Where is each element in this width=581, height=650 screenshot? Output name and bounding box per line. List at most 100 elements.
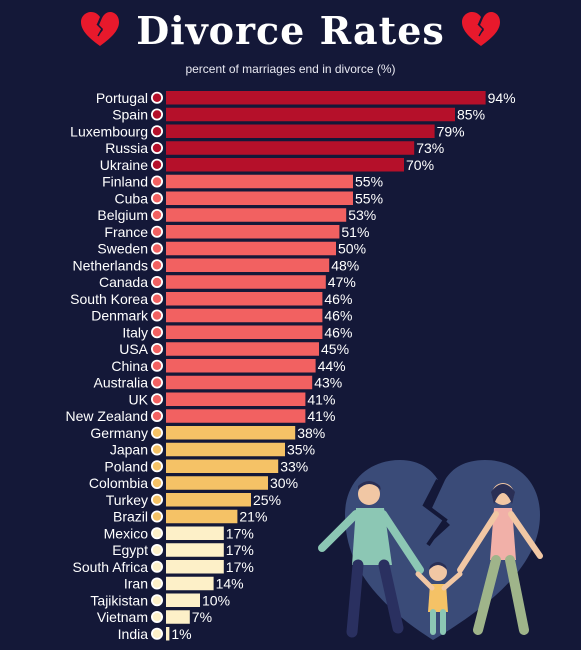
category-label: Luxembourg bbox=[70, 123, 148, 139]
bar bbox=[166, 124, 435, 138]
country-flag-icon-fill bbox=[152, 244, 162, 253]
country-flag-icon-fill bbox=[152, 261, 162, 270]
value-label: 53% bbox=[348, 207, 376, 223]
bar bbox=[166, 426, 296, 440]
value-label: 70% bbox=[406, 157, 434, 173]
value-label: 50% bbox=[338, 241, 366, 257]
category-label: Cuba bbox=[115, 190, 149, 206]
country-flag-icon-fill bbox=[152, 395, 162, 404]
title-row: Divorce Rates bbox=[0, 6, 581, 54]
value-label: 48% bbox=[331, 257, 359, 273]
value-label: 45% bbox=[321, 341, 349, 357]
country-flag-icon-fill bbox=[152, 227, 162, 236]
value-label: 44% bbox=[318, 358, 346, 374]
value-label: 1% bbox=[171, 626, 191, 642]
country-flag-icon-fill bbox=[152, 478, 162, 488]
category-label: Spain bbox=[112, 107, 148, 123]
value-label: 7% bbox=[192, 609, 212, 625]
category-label: Mexico bbox=[104, 525, 149, 541]
category-label: Germany bbox=[90, 425, 148, 441]
country-flag-icon-fill bbox=[152, 344, 162, 354]
category-label: Iran bbox=[124, 576, 148, 592]
category-label: India bbox=[118, 626, 149, 642]
category-label: Sweden bbox=[97, 241, 148, 257]
country-flag-icon-fill bbox=[152, 143, 162, 153]
country-flag-icon-fill bbox=[152, 110, 162, 119]
category-label: South Korea bbox=[70, 291, 148, 307]
category-label: Netherlands bbox=[73, 257, 149, 273]
category-label: Colombia bbox=[89, 475, 148, 491]
value-label: 46% bbox=[324, 324, 352, 340]
value-label: 17% bbox=[226, 542, 254, 558]
bar bbox=[166, 342, 319, 356]
bar bbox=[166, 576, 214, 591]
value-label: 43% bbox=[314, 375, 342, 391]
category-label: Vietnam bbox=[97, 609, 148, 625]
category-label: Denmark bbox=[91, 308, 149, 324]
category-label: New Zealand bbox=[66, 408, 149, 424]
bar bbox=[166, 241, 336, 256]
bar bbox=[166, 493, 251, 507]
category-label: Belgium bbox=[97, 207, 148, 223]
category-label: Finland bbox=[102, 174, 148, 190]
category-label: Egypt bbox=[112, 542, 148, 558]
bar bbox=[166, 325, 323, 339]
bar bbox=[166, 158, 404, 172]
value-label: 46% bbox=[324, 308, 352, 324]
country-flag-icon-fill bbox=[152, 277, 162, 287]
country-flag-icon-fill bbox=[152, 428, 162, 437]
country-flag-icon-fill bbox=[152, 378, 162, 387]
bar bbox=[166, 208, 347, 222]
bar bbox=[166, 459, 279, 473]
country-flag-icon-fill bbox=[152, 127, 162, 136]
country-flag-icon-fill bbox=[152, 529, 162, 538]
value-label: 33% bbox=[280, 458, 308, 474]
bar bbox=[166, 593, 200, 607]
country-flag-icon-fill bbox=[152, 328, 162, 337]
country-flag-icon-fill bbox=[152, 545, 162, 555]
value-label: 79% bbox=[437, 123, 465, 139]
bar bbox=[166, 543, 224, 557]
value-label: 10% bbox=[202, 592, 230, 608]
country-flag-icon-fill bbox=[152, 579, 162, 588]
value-label: 47% bbox=[328, 274, 356, 290]
bar bbox=[166, 627, 170, 641]
bar bbox=[166, 526, 224, 540]
category-label: Italy bbox=[122, 324, 148, 340]
value-label: 85% bbox=[457, 107, 485, 123]
value-label: 46% bbox=[324, 291, 352, 307]
broken-heart-family-illustration bbox=[318, 460, 543, 640]
category-label: South Africa bbox=[73, 559, 149, 575]
country-flag-icon-fill bbox=[152, 93, 162, 102]
chart-subtitle: percent of marriages end in divorce (%) bbox=[185, 62, 396, 76]
category-label: Portugal bbox=[96, 90, 148, 106]
category-label: UK bbox=[129, 391, 149, 407]
bar bbox=[166, 409, 306, 423]
country-flag-icon-fill bbox=[152, 512, 162, 521]
bar bbox=[166, 191, 353, 205]
category-label: Canada bbox=[99, 274, 148, 290]
bar bbox=[166, 225, 340, 239]
bar bbox=[166, 107, 455, 122]
category-label: China bbox=[111, 358, 148, 374]
bar bbox=[166, 392, 306, 406]
chart-title: Divorce Rates bbox=[136, 7, 445, 53]
country-flag-icon-fill bbox=[152, 361, 162, 370]
bar bbox=[166, 275, 326, 289]
country-flag-icon-fill bbox=[152, 177, 162, 186]
country-flag-icon-fill bbox=[152, 411, 162, 421]
broken-heart-icon bbox=[81, 12, 120, 46]
country-flag-icon-fill bbox=[152, 612, 162, 622]
bar bbox=[166, 141, 415, 155]
category-label: Russia bbox=[105, 140, 148, 156]
country-flag-icon-fill bbox=[152, 562, 162, 571]
country-flag-icon-fill bbox=[152, 160, 162, 169]
bar bbox=[166, 292, 323, 306]
value-label: 14% bbox=[216, 576, 244, 592]
category-label: Turkey bbox=[106, 492, 148, 508]
country-flag-icon-fill bbox=[152, 210, 162, 220]
category-label: Ukraine bbox=[100, 157, 148, 173]
category-label: Japan bbox=[110, 442, 148, 458]
